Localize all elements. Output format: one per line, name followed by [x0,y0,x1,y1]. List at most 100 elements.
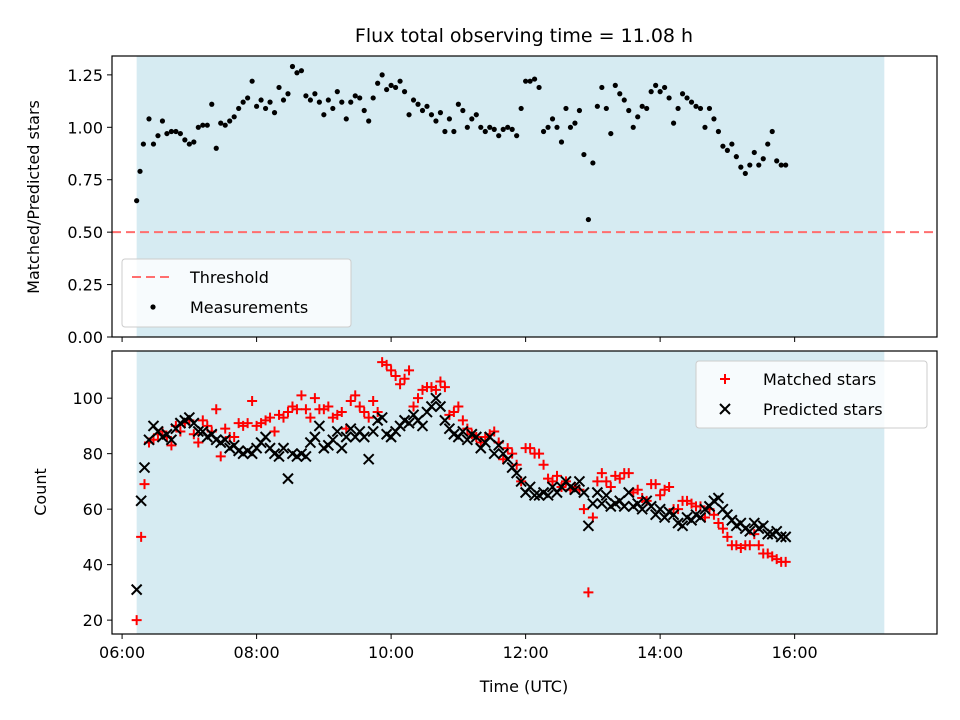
measurement-point [765,141,771,147]
measurement-point [733,154,739,160]
measurement-point [388,82,394,88]
predicted-star-point [309,431,321,443]
matched-star-point [175,426,186,437]
measurement-point [563,105,569,112]
measurement-point [334,89,340,95]
matched-star-point [220,423,231,434]
measurement-point [621,97,627,103]
predicted-star-point [188,417,200,429]
measurement-point [173,128,179,135]
y-tick-label: 40 [83,556,103,575]
measurement-point [644,105,650,112]
matched-star-point [717,523,728,534]
measurement-point [159,118,166,124]
matched-star-point [211,404,222,415]
measurement-point [316,99,322,105]
measurement-point [567,124,574,130]
predicted-star-point [367,425,379,438]
predicted-star-point [376,411,388,424]
matched-star-point [650,479,661,490]
measurement-point [442,128,448,135]
measurement-point [702,124,708,130]
measurement-point [478,124,484,130]
predicted-star-point [403,417,415,429]
measurement-point [626,107,632,114]
measurement-point [146,116,152,122]
count-panel: 06:00 08:00 10:00 12:00 14:00 16:00 20 40 60 80 10… [31,350,938,662]
measurement-point [617,91,623,97]
measurement-point [168,128,175,135]
measurement-point [679,91,686,97]
measurement-point [177,130,183,137]
matched-star-point [749,529,760,540]
predicted-star-point [457,425,469,438]
matched-star-point [193,437,204,448]
predicted-star-point [470,431,483,443]
matched-star-point [457,415,468,426]
measurement-point [397,78,403,84]
matched-star-point [489,426,500,437]
matched-star-point [601,476,612,487]
matched-star-point [547,476,558,487]
x-tick-label: 12:00 [503,643,549,662]
matched-star-point [395,379,406,390]
legend-predicted-swatch [719,403,731,415]
matched-star-point [408,401,419,412]
y-tick-label: 80 [83,445,103,464]
matched-star-point [502,443,513,454]
axes-frame [111,350,938,635]
legend-threshold-label: Threshold [189,268,269,287]
x-tick-label: 14:00 [637,643,683,662]
measurement-point [298,68,305,74]
matched-star-point [300,404,311,415]
predicted-star-point [434,400,447,413]
matched-star-point [534,448,545,459]
measurement-point [392,84,399,91]
measurement-point [191,139,197,145]
measurement-point [276,84,282,91]
x-tick-label: 10:00 [368,643,414,662]
matched-star-point [305,412,316,423]
matched-star-point [583,587,594,598]
measurement-point [357,95,363,101]
measurement-point [711,116,717,122]
matched-star-point [282,407,293,418]
matched-star-point [435,376,446,387]
measurement-point [554,124,560,130]
matched-star-point [390,370,401,381]
y-tick-label: 0.25 [67,276,103,295]
measurement-point [729,141,735,147]
measurement-point [487,124,493,130]
measurement-point [137,168,143,174]
predicted-star-point [524,481,536,493]
measurement-point [540,128,547,135]
matched-star-point [131,615,142,626]
matched-star-point [166,440,177,451]
matched-star-point [242,418,253,429]
predicted-star-point [484,431,496,443]
matched-star-point [372,407,383,418]
chart-title: Flux total observing time = 11.08 h [355,25,693,47]
measurement-point [222,122,228,128]
matched-star-point [197,415,208,426]
y-tick-label: 20 [83,611,103,630]
measurement-point [271,110,278,116]
measurement-point [182,137,188,143]
measurement-point [312,91,318,97]
predicted-star-point [600,489,613,501]
y-tick-label: 0.00 [67,328,103,347]
measurement-point [150,141,157,147]
measurement-point [527,78,533,84]
matched-star-point [673,504,684,515]
measurement-point [285,91,291,97]
measurement-point [684,95,690,101]
measurement-point [639,103,645,109]
predicted-star-point [623,486,635,499]
predicted-star-point [578,486,590,499]
matched-star-point [413,393,424,404]
matched-star-point [296,390,307,401]
matched-star-point [655,490,666,501]
measurement-point [343,116,349,122]
measurement-point [505,124,511,130]
